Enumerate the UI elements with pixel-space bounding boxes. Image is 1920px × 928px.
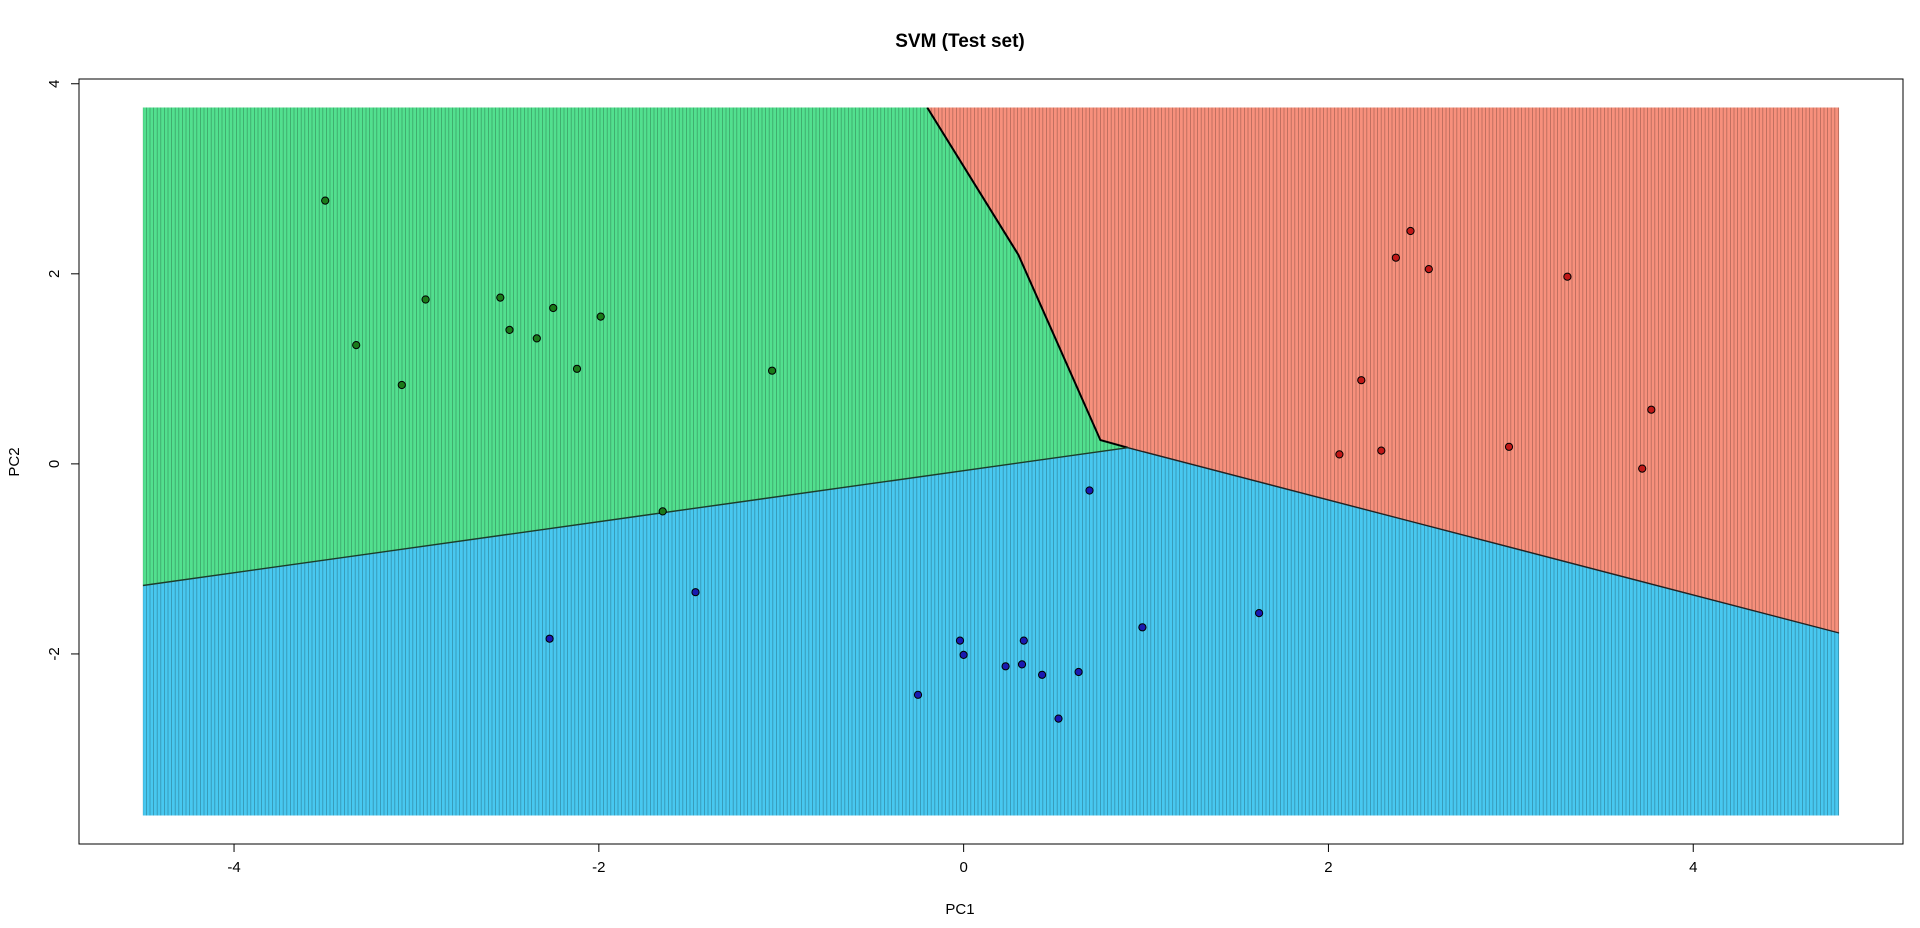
point-blue [959,650,968,660]
y-axis: -2 0 2 4 [46,80,79,661]
point-green [596,312,605,321]
y-tick-label: 0 [46,460,63,468]
x-tick-label: -4 [227,859,240,876]
y-tick-label: -2 [46,647,63,660]
point-green [532,334,541,343]
point-green [768,366,777,375]
decision-boundaries [142,107,1840,634]
point-red [1335,450,1344,459]
point-green [496,293,505,302]
point-red [1377,446,1386,455]
point-red [1424,265,1433,274]
x-axis-label: PC1 [945,901,974,918]
hatch-lines [142,107,1839,816]
point-blue [691,588,700,597]
point-red [1357,376,1366,385]
plot-frame [78,78,1904,845]
y-tick-label: 4 [46,80,63,88]
point-red [1391,253,1401,262]
point-green [321,196,330,205]
point-green [658,507,667,516]
point-blue [1085,486,1094,495]
point-blue [545,634,554,643]
point-blue [913,690,923,699]
point-green [397,380,406,390]
point-red [1563,272,1572,281]
point-red [1647,405,1656,414]
y-tick-label: 2 [46,270,63,278]
y-axis-label: PC2 [6,447,23,476]
data-points [321,196,1656,723]
decision-regions [142,107,1840,816]
point-green [352,341,361,350]
region-green [142,107,1128,586]
point-blue [1038,670,1047,679]
point-blue [955,636,965,645]
region-blue [142,447,1840,816]
grid-hatching [142,107,1839,816]
point-red [1504,442,1514,451]
point-red [1638,464,1647,473]
point-green [549,303,558,313]
point-blue [1138,623,1147,632]
x-tick-label: 2 [1324,859,1332,876]
region-red [927,107,1840,633]
point-blue [1019,636,1028,645]
point-green [421,295,430,304]
point-green [572,364,582,373]
boundary-green-blue [142,447,1128,587]
boundary-red-blue [1127,447,1840,634]
point-red [1406,226,1415,236]
point-blue [1255,609,1264,618]
point-green [505,325,514,334]
chart-title: SVM (Test set) [895,31,1025,52]
point-blue [1001,662,1010,671]
x-tick-label: 4 [1689,859,1697,876]
x-tick-label: 0 [959,859,967,876]
point-blue [1017,660,1027,669]
x-tick-label: -2 [592,859,605,876]
x-axis: -4 -2 0 2 4 [227,844,1697,876]
point-blue [1054,714,1063,723]
point-blue [1074,667,1083,677]
boundary-green-red [926,107,1129,449]
